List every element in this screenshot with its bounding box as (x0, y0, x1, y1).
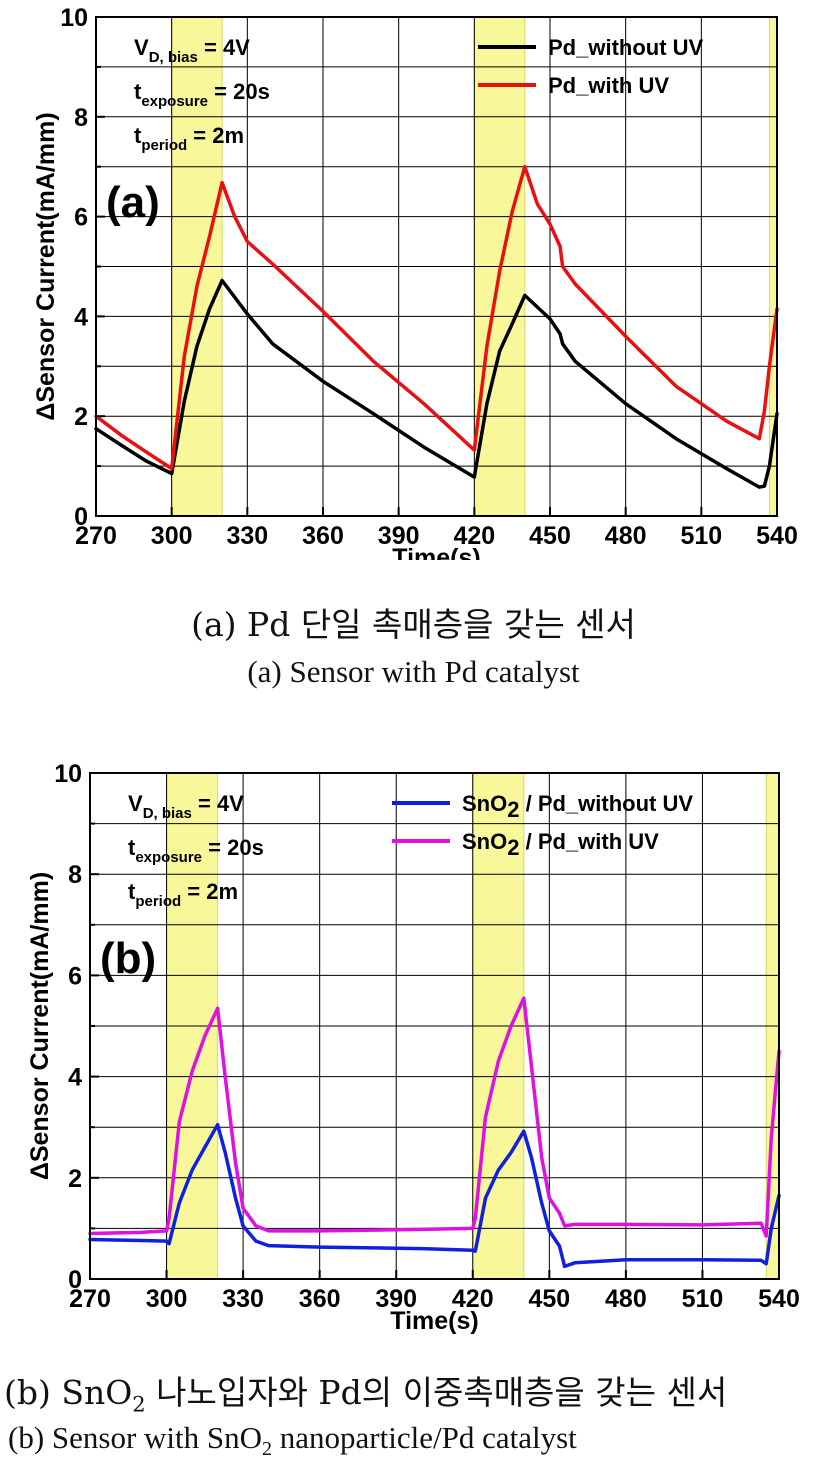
xtick-label-b-330: 330 (222, 1285, 264, 1313)
condition-value-a-0: = 4V (198, 35, 250, 60)
caption-b-english: (b) Sensor with SnO2 nanoparticle/Pd cat… (8, 1420, 827, 1461)
caption-b-korean-sub: 2 (132, 1392, 146, 1417)
xtick-label-b-300: 300 (146, 1285, 188, 1313)
legend-label-b-1: SnO2 / Pd_with UV (462, 829, 659, 860)
caption-b-korean: (b) SnO2 나노입자와 Pd의 이중촉매층을 갖는 센서 (4, 1366, 827, 1417)
xtick-label-a-300: 300 (151, 522, 193, 550)
ytick-label-b-4: 4 (68, 1064, 82, 1092)
ytick-label-a-8: 8 (74, 104, 88, 132)
condition-base-b-1: t (128, 835, 136, 860)
chart-panel-a: 0 2 4 6 8 10 270 300 330 360 390 420 450 480 510 540 Tim… (0, 0, 827, 560)
xtick-label-b-450: 450 (528, 1285, 570, 1313)
legend-label-part-b-0-0: SnO (462, 791, 507, 816)
xtick-label-a-510: 510 (680, 522, 722, 550)
condition-b-1: texposure = 20s (128, 835, 264, 866)
xtick-label-a-390: 390 (378, 522, 420, 550)
caption-a-korean: (a) Pd 단일 촉매층을 갖는 센서 (191, 605, 636, 644)
panel-label-a: (a) (106, 178, 160, 227)
legend-label-part-b-1-0: SnO (462, 829, 507, 854)
ytick-label-a-4: 4 (74, 303, 88, 331)
condition-sub-a-1: exposure (141, 93, 208, 110)
x-axis-label-b: Time(s) (390, 1307, 478, 1335)
chart-a-svg: 0 2 4 6 8 10 270 300 330 360 390 420 450 480 510 540 Tim… (32, 4, 798, 560)
xtick-label-b-480: 480 (605, 1285, 647, 1313)
condition-a-1: texposure = 20s (134, 79, 270, 110)
ytick-label-a-2: 2 (74, 403, 88, 431)
condition-a-2: tperiod = 2m (134, 123, 244, 154)
xtick-label-a-330: 330 (226, 522, 268, 550)
ytick-label-a-6: 6 (74, 204, 88, 232)
caption-b-english-prefix: (b) Sensor with SnO (8, 1420, 263, 1455)
series-line-a-0 (94, 278, 779, 489)
caption-b-korean-suffix: 나노입자와 Pd의 이중촉매층을 갖는 센서 (145, 1373, 728, 1412)
legend-label-part-b-0-1: 2 (507, 797, 519, 822)
panel-label-b: (b) (100, 934, 156, 983)
condition-sub-b-1: exposure (135, 849, 202, 866)
condition-value-b-2: = 2m (181, 879, 238, 904)
condition-sub-b-2: period (135, 893, 181, 910)
x-axis-label-a: Time(s) (392, 544, 480, 560)
ytick-label-b-0: 0 (68, 1266, 82, 1294)
condition-b-0: VD, bias = 4V (128, 791, 244, 822)
caption-b-korean-prefix: (b) SnO (4, 1373, 133, 1412)
condition-base-a-0: V (134, 35, 149, 60)
xtick-label-b-390: 390 (375, 1285, 417, 1313)
xtick-label-a-420: 420 (453, 522, 495, 550)
chart-panel-b: 0 2 4 6 8 10 270 300 330 360 390 420 450 480 510 540 Tim… (0, 760, 827, 1350)
chart-b-svg: 0 2 4 6 8 10 270 300 330 360 390 420 450 480 510 540 Tim… (26, 760, 800, 1335)
xtick-label-a-360: 360 (302, 522, 344, 550)
caption-b-english-sub: 2 (262, 1438, 273, 1461)
xtick-label-b-510: 510 (682, 1285, 724, 1313)
caption-b-english-suffix: nanoparticle/Pd catalyst (272, 1420, 577, 1455)
series-line-b-0 (88, 1122, 781, 1269)
legend-label-a-1: Pd_with UV (548, 73, 669, 98)
xtick-label-b-360: 360 (299, 1285, 341, 1313)
ytick-label-a-10: 10 (60, 4, 88, 32)
series-line-b-1 (88, 996, 781, 1238)
xtick-label-b-540: 540 (758, 1285, 800, 1313)
legend-label-part-b-0-2: / Pd_without UV (519, 791, 693, 816)
condition-a-0: VD, bias = 4V (134, 35, 250, 66)
xtick-label-a-480: 480 (605, 522, 647, 550)
caption-a-english: (a) Sensor with Pd catalyst (247, 654, 580, 689)
xtick-label-a-270: 270 (75, 522, 117, 550)
condition-sub-a-0: D, bias (149, 49, 198, 66)
xtick-label-b-420: 420 (452, 1285, 494, 1313)
legend-label-part-b-1-2: / Pd_with UV (519, 829, 659, 854)
y-axis-label-b: ΔSensor Current(mA/mm) (26, 872, 54, 1180)
condition-base-a-1: t (134, 79, 142, 104)
ytick-label-b-6: 6 (68, 962, 82, 990)
ytick-label-a-0: 0 (74, 503, 88, 531)
condition-value-b-1: = 20s (202, 835, 264, 860)
condition-value-a-2: = 2m (187, 123, 244, 148)
condition-base-b-2: t (128, 879, 136, 904)
legend-label-a-0: Pd_without UV (548, 35, 704, 60)
ytick-label-b-10: 10 (54, 760, 82, 788)
ytick-label-b-8: 8 (68, 861, 82, 889)
legend-label-b-0: SnO2 / Pd_without UV (462, 791, 693, 822)
series-line-a-1 (94, 164, 779, 471)
condition-base-a-2: t (134, 123, 142, 148)
xtick-label-a-450: 450 (529, 522, 571, 550)
condition-sub-b-0: D, bias (143, 805, 192, 822)
condition-value-a-1: = 20s (208, 79, 270, 104)
legend-label-part-b-1-1: 2 (507, 835, 519, 860)
y-axis-label-a: ΔSensor Current(mA/mm) (32, 112, 60, 420)
condition-b-2: tperiod = 2m (128, 879, 238, 910)
xtick-label-b-270: 270 (69, 1285, 111, 1313)
condition-base-b-0: V (128, 791, 143, 816)
condition-value-b-0: = 4V (192, 791, 244, 816)
condition-sub-a-2: period (141, 137, 187, 154)
xtick-label-a-540: 540 (756, 522, 798, 550)
ytick-label-b-2: 2 (68, 1165, 82, 1193)
